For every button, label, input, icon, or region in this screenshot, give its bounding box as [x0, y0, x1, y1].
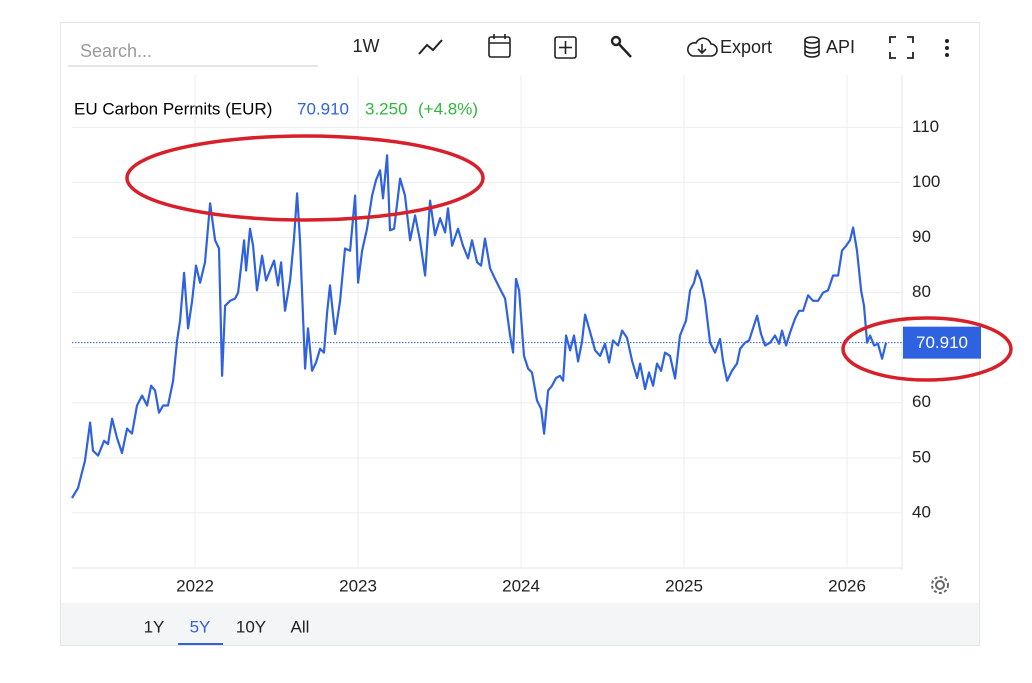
range-bar [61, 603, 979, 645]
api-button[interactable]: API [826, 37, 855, 57]
highlight-ellipse [125, 134, 485, 222]
api-icon[interactable] [804, 36, 820, 58]
interval-button[interactable]: 1W [353, 36, 380, 56]
add-indicator-icon[interactable] [554, 36, 577, 59]
last-price-badge [903, 326, 981, 359]
y-tick-label: 60 [912, 392, 931, 411]
line-type-icon[interactable] [418, 39, 443, 55]
price-line [71, 154, 888, 499]
y-tick-label: 90 [912, 227, 931, 246]
x-tick-label: 2022 [176, 576, 214, 595]
chart-title: EU Carbon Permits (EUR) [74, 99, 272, 118]
gear-icon[interactable] [931, 576, 949, 594]
range-button[interactable]: 5Y [190, 617, 211, 636]
x-tick-label: 2025 [665, 576, 703, 595]
y-tick-label: 50 [912, 447, 931, 466]
last-price-label: 70.910 [916, 333, 968, 352]
y-tick-label: 80 [912, 282, 931, 301]
price: 70.910 [297, 99, 349, 118]
more-menu-icon[interactable] [945, 39, 949, 57]
export-icon[interactable] [687, 37, 718, 57]
settings-wrench-icon[interactable] [610, 35, 632, 58]
fullscreen-icon[interactable] [889, 36, 914, 59]
x-tick-label: 2024 [502, 576, 540, 595]
range-button[interactable]: 1Y [144, 617, 165, 636]
x-tick-label: 2023 [339, 576, 377, 595]
x-tick-label: 2026 [828, 576, 866, 595]
search-box[interactable]: Search... [80, 41, 152, 61]
range-button[interactable]: All [291, 617, 310, 636]
change-percent: (+4.8%) [418, 99, 478, 118]
y-tick-label: 40 [912, 502, 931, 521]
range-button[interactable]: 10Y [236, 617, 266, 636]
y-tick-label: 110 [912, 117, 939, 136]
calendar-icon[interactable] [488, 34, 511, 58]
export-button[interactable]: Export [720, 37, 772, 57]
highlight-ellipse [841, 316, 1013, 382]
card [60, 22, 980, 646]
y-tick-label: 100 [912, 172, 940, 191]
change: 3.250 [365, 99, 408, 118]
